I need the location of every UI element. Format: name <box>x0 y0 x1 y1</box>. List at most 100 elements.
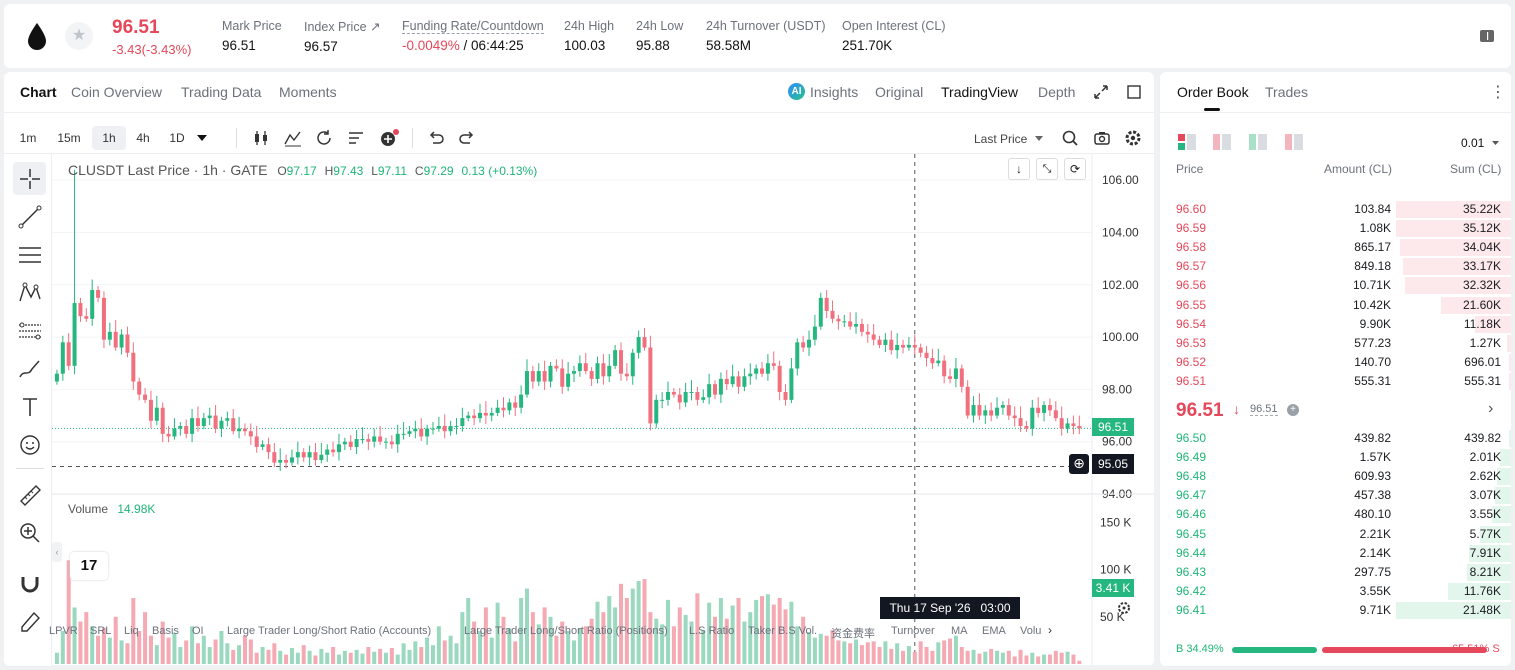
settings-gear-icon[interactable] <box>1122 127 1144 149</box>
tab-insights[interactable]: Insights <box>810 84 859 100</box>
pattern-icon[interactable] <box>16 279 44 307</box>
candle-body <box>466 415 471 419</box>
ask-row[interactable]: 96.54 9.90K 11.18K <box>1176 315 1511 334</box>
indicators-next-icon[interactable]: › <box>1048 623 1052 637</box>
price-type-caret-icon[interactable] <box>1035 136 1043 141</box>
expand-icon[interactable] <box>1093 84 1109 100</box>
timeframe-1d[interactable]: 1D <box>169 131 185 145</box>
view-bids-icon[interactable] <box>1249 134 1267 150</box>
candle-type-icon[interactable] <box>250 127 272 149</box>
price-type-select[interactable]: Last Price <box>974 132 1028 146</box>
funding-rate-stat[interactable]: Funding Rate/Countdown -0.0049% / 06:44:… <box>402 19 544 53</box>
ask-row[interactable]: 96.60 103.84 35.22K <box>1176 200 1511 219</box>
bid-row[interactable]: 96.49 1.57K 2.01K <box>1176 448 1511 467</box>
bid-row[interactable]: 96.50 439.82 439.82 <box>1176 429 1511 448</box>
bid-row[interactable]: 96.48 609.93 2.62K <box>1176 467 1511 486</box>
camera-icon[interactable] <box>1091 127 1113 149</box>
bid-row[interactable]: 96.47 457.38 3.07K <box>1176 486 1511 505</box>
tradingview-logo-icon[interactable]: 17 <box>70 552 108 580</box>
zoom-in-icon[interactable] <box>16 519 44 547</box>
timeframe-4h[interactable]: 4h <box>136 131 150 145</box>
volume-bar <box>260 647 265 664</box>
indicator-tab[interactable]: Turnover <box>891 625 935 637</box>
indicator-tab[interactable]: Taker B.S Vol. <box>748 625 818 637</box>
tab-coin-overview[interactable]: Coin Overview <box>71 84 163 100</box>
indicator-tab[interactable]: Large Trader Long/Short Ratio (Accounts) <box>227 625 432 637</box>
indicator-tab[interactable]: MA <box>951 625 968 637</box>
tab-order-book[interactable]: Order Book <box>1177 84 1249 100</box>
collapse-icon[interactable]: ⤡ <box>1036 158 1058 180</box>
trend-line-icon[interactable] <box>16 203 44 231</box>
bid-row[interactable]: 96.45 2.21K 5.77K <box>1176 525 1511 544</box>
text-tool-icon[interactable] <box>16 393 44 421</box>
indicators-icon[interactable] <box>282 127 304 149</box>
eraser-icon[interactable] <box>16 607 44 635</box>
view-depth-icon[interactable] <box>1285 134 1303 150</box>
book-arrow-right-icon[interactable]: › <box>1488 400 1494 417</box>
precision-caret-icon[interactable] <box>1492 141 1499 145</box>
undo-icon[interactable] <box>425 127 447 149</box>
tab-original[interactable]: Original <box>875 84 924 100</box>
ask-row[interactable]: 96.58 865.17 34.04K <box>1176 238 1511 257</box>
crosshair-tool-icon[interactable] <box>16 165 44 193</box>
brush-icon[interactable] <box>16 355 44 383</box>
scroll-down-icon[interactable]: ↓ <box>1008 158 1030 180</box>
info-plus-icon[interactable]: + <box>1287 404 1299 416</box>
magnet-icon[interactable] <box>16 569 44 597</box>
ask-row[interactable]: 96.53 577.23 1.27K <box>1176 334 1511 353</box>
tab-depth[interactable]: Depth <box>1038 84 1076 100</box>
chart-settings-icon[interactable] <box>1116 600 1132 616</box>
bid-row[interactable]: 96.41 9.71K 21.48K <box>1176 601 1511 620</box>
more-options-icon[interactable]: ⋮ <box>1490 84 1506 101</box>
precision-select[interactable]: 0.01 <box>1461 136 1485 150</box>
indicator-tab[interactable]: Volu <box>1020 625 1042 637</box>
reset-chart-icon[interactable]: ⟳ <box>1064 158 1086 180</box>
ask-row[interactable]: 96.59 1.08K 35.12K <box>1176 219 1511 238</box>
ask-row[interactable]: 96.55 10.42K 21.60K <box>1176 296 1511 315</box>
tab-chart[interactable]: Chart <box>20 84 57 100</box>
indicator-tab[interactable]: EMA <box>982 625 1006 637</box>
tab-tradingview[interactable]: TradingView <box>941 84 1019 100</box>
favorite-star-icon[interactable]: ★ <box>65 22 93 50</box>
add-alert-icon[interactable] <box>378 127 400 149</box>
indicator-tab[interactable]: Large Trader Long/Short Ratio (Positions… <box>464 625 668 637</box>
timeframe-15m[interactable]: 15m <box>57 131 81 145</box>
bid-row[interactable]: 96.43 297.75 8.21K <box>1176 563 1511 582</box>
tab-trades[interactable]: Trades <box>1265 84 1309 100</box>
ask-row[interactable]: 96.52 140.70 696.01 <box>1176 353 1511 372</box>
indicator-tab[interactable]: LPVR <box>49 625 78 637</box>
fib-icon[interactable] <box>16 317 44 345</box>
replay-icon[interactable] <box>313 127 335 149</box>
collapse-left-icon[interactable]: ‹ <box>52 542 62 562</box>
index-price-stat[interactable]: Index Price ↗ 96.57 <box>304 20 381 54</box>
book-guide-icon[interactable] <box>1478 28 1496 44</box>
indicator-tab[interactable]: Basis <box>152 625 179 637</box>
timeframe-dropdown-icon[interactable] <box>197 135 207 141</box>
indicator-tab[interactable]: 资金费率 <box>831 628 875 640</box>
indicator-tab[interactable]: L.S Ratio <box>689 625 735 637</box>
add-order-icon[interactable]: ⊕ <box>1069 454 1089 474</box>
view-asks-icon[interactable] <box>1213 134 1231 150</box>
timeframe-1h[interactable]: 1h <box>92 126 126 150</box>
indicator-tab[interactable]: Liq <box>124 625 139 637</box>
price-chart[interactable]: 106.00104.00102.00100.0098.0096.0094.001… <box>52 154 1154 666</box>
view-both-icon[interactable] <box>1178 134 1196 150</box>
templates-icon[interactable] <box>345 127 367 149</box>
ruler-icon[interactable] <box>16 481 44 509</box>
search-icon[interactable] <box>1059 127 1081 149</box>
bid-row[interactable]: 96.46 480.10 3.55K <box>1176 505 1511 524</box>
indicator-tab[interactable]: OI <box>192 625 204 637</box>
bid-row[interactable]: 96.44 2.14K 7.91K <box>1176 544 1511 563</box>
tab-moments[interactable]: Moments <box>279 84 337 100</box>
redo-icon[interactable] <box>456 127 478 149</box>
timeframe-1m[interactable]: 1m <box>19 131 37 145</box>
emoji-icon[interactable] <box>16 431 44 459</box>
ask-row[interactable]: 96.56 10.71K 32.32K <box>1176 276 1511 295</box>
window-toggle-icon[interactable] <box>1126 84 1142 100</box>
bid-row[interactable]: 96.42 3.55K 11.76K <box>1176 582 1511 601</box>
horizontal-lines-icon[interactable] <box>16 241 44 269</box>
tab-trading-data[interactable]: Trading Data <box>181 84 262 100</box>
ask-row[interactable]: 96.51 555.31 555.31 <box>1176 372 1511 391</box>
ask-row[interactable]: 96.57 849.18 33.17K <box>1176 257 1511 276</box>
indicator-tab[interactable]: SRL <box>90 625 112 637</box>
